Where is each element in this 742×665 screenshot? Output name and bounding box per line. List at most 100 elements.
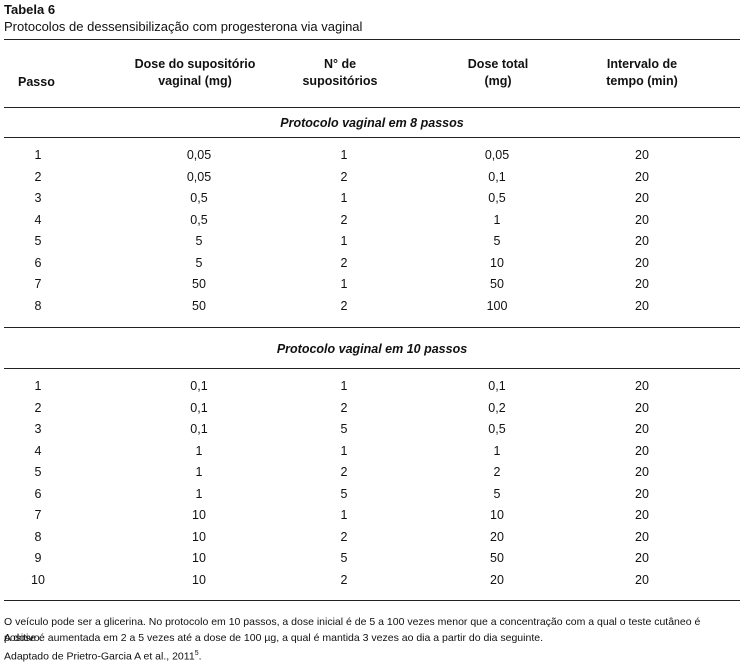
cell-time-interval: 20 bbox=[635, 486, 649, 501]
table-row: 9 10 5 50 20 bbox=[4, 551, 740, 571]
cell-passo: 8 bbox=[34, 529, 42, 544]
table-row: 7 10 1 10 20 bbox=[4, 508, 740, 528]
header-num-suppositories: N° de supositórios bbox=[302, 57, 378, 88]
cell-time-interval: 20 bbox=[635, 298, 649, 313]
cell-total-dose: 1 bbox=[493, 212, 501, 227]
table-row: 6 1 5 5 20 bbox=[4, 487, 740, 507]
cell-num-suppositories: 2 bbox=[340, 529, 348, 544]
cell-total-dose: 100 bbox=[486, 298, 508, 313]
cell-dose-suppository: 10 bbox=[192, 572, 206, 587]
cell-num-suppositories: 2 bbox=[340, 572, 348, 587]
cell-total-dose: 50 bbox=[490, 277, 504, 291]
cell-passo: 2 bbox=[34, 169, 42, 184]
table-row: 1 0,1 1 0,1 20 bbox=[4, 379, 740, 399]
cell-time-interval: 20 bbox=[635, 529, 649, 544]
cell-dose-suppository: 0,05 bbox=[186, 169, 212, 184]
table-title: Tabela 6 bbox=[4, 2, 56, 17]
reference-number: 5 bbox=[194, 650, 199, 657]
cell-time-interval: 20 bbox=[635, 212, 649, 227]
cell-passo: 1 bbox=[34, 148, 42, 162]
cell-time-interval: 20 bbox=[635, 255, 649, 270]
table-row: 6 5 2 10 20 bbox=[4, 256, 740, 276]
cell-num-suppositories: 2 bbox=[340, 400, 348, 415]
section1-rule bbox=[4, 137, 740, 138]
cell-total-dose: 0,2 bbox=[488, 400, 506, 415]
cell-dose-suppository: 0,1 bbox=[190, 400, 208, 415]
bottom-rule bbox=[4, 600, 740, 601]
table-subtitle: Protocolos de dessensibilização com prog… bbox=[4, 19, 363, 34]
cell-dose-suppository: 10 bbox=[192, 508, 206, 522]
cell-passo: 1 bbox=[34, 379, 42, 393]
cell-time-interval: 20 bbox=[635, 234, 649, 248]
cell-passo: 7 bbox=[34, 508, 42, 522]
cell-total-dose: 0,1 bbox=[488, 169, 506, 184]
cell-passo: 10 bbox=[31, 572, 45, 587]
cell-num-suppositories: 5 bbox=[340, 422, 348, 436]
cell-total-dose: 10 bbox=[490, 508, 504, 522]
table-row: 5 1 2 2 20 bbox=[4, 465, 740, 485]
cell-passo: 6 bbox=[34, 486, 42, 501]
section1-end-rule bbox=[4, 327, 740, 328]
cell-time-interval: 20 bbox=[635, 465, 649, 479]
cell-num-suppositories: 2 bbox=[340, 255, 348, 270]
table-row: 10 10 2 20 20 bbox=[4, 573, 740, 593]
cell-num-suppositories: 1 bbox=[340, 234, 348, 248]
cell-dose-suppository: 1 bbox=[195, 443, 203, 458]
cell-time-interval: 20 bbox=[635, 148, 649, 162]
cell-passo: 3 bbox=[34, 422, 42, 436]
cell-num-suppositories: 1 bbox=[340, 379, 348, 393]
cell-passo: 3 bbox=[34, 191, 42, 205]
cell-total-dose: 20 bbox=[490, 572, 504, 587]
cell-total-dose: 1 bbox=[493, 443, 501, 458]
cell-dose-suppository: 0,1 bbox=[190, 422, 208, 436]
cell-time-interval: 20 bbox=[635, 400, 649, 415]
cell-passo: 6 bbox=[34, 255, 42, 270]
footnote-line-1: O veículo pode ser a glicerina. No proto… bbox=[4, 616, 701, 644]
cell-dose-suppository: 5 bbox=[195, 255, 203, 270]
header-passo: Passo bbox=[18, 75, 55, 89]
cell-total-dose: 2 bbox=[493, 465, 501, 479]
cell-dose-suppository: 0,1 bbox=[190, 379, 208, 393]
cell-time-interval: 20 bbox=[635, 508, 649, 522]
cell-dose-suppository: 50 bbox=[192, 277, 206, 291]
table-row: 3 0,5 1 0,5 20 bbox=[4, 191, 740, 211]
cell-total-dose: 0,1 bbox=[488, 379, 506, 393]
cell-passo: 7 bbox=[34, 277, 42, 291]
cell-passo: 5 bbox=[34, 465, 42, 479]
cell-num-suppositories: 2 bbox=[340, 169, 348, 184]
cell-num-suppositories: 1 bbox=[340, 148, 348, 162]
cell-dose-suppository: 5 bbox=[195, 234, 203, 248]
cell-total-dose: 5 bbox=[493, 234, 501, 248]
cell-total-dose: 50 bbox=[490, 551, 504, 565]
cell-num-suppositories: 1 bbox=[340, 277, 348, 291]
cell-total-dose: 5 bbox=[493, 486, 501, 501]
cell-num-suppositories: 2 bbox=[340, 298, 348, 313]
table-row: 8 50 2 100 20 bbox=[4, 299, 740, 319]
cell-dose-suppository: 1 bbox=[195, 486, 203, 501]
table-row: 4 1 1 1 20 bbox=[4, 444, 740, 464]
cell-num-suppositories: 1 bbox=[340, 191, 348, 205]
cell-time-interval: 20 bbox=[635, 169, 649, 184]
section2-rule bbox=[4, 368, 740, 369]
table-row: 3 0,1 5 0,5 20 bbox=[4, 422, 740, 442]
table-row: 1 0,05 1 0,05 20 bbox=[4, 148, 740, 168]
cell-total-dose: 20 bbox=[490, 529, 504, 544]
cell-passo: 5 bbox=[34, 234, 42, 248]
cell-num-suppositories: 1 bbox=[340, 443, 348, 458]
cell-time-interval: 20 bbox=[635, 551, 649, 565]
cell-dose-suppository: 10 bbox=[192, 529, 206, 544]
header-rule bbox=[4, 107, 740, 108]
cell-dose-suppository: 0,5 bbox=[190, 212, 208, 227]
table-row: 4 0,5 2 1 20 bbox=[4, 213, 740, 233]
cell-num-suppositories: 1 bbox=[340, 508, 348, 522]
cell-passo: 8 bbox=[34, 298, 42, 313]
header-total-dose: Dose total (mg) bbox=[467, 57, 529, 88]
cell-total-dose: 10 bbox=[490, 255, 504, 270]
table-row: 8 10 2 20 20 bbox=[4, 530, 740, 550]
cell-passo: 4 bbox=[34, 443, 42, 458]
table-row: 2 0,05 2 0,1 20 bbox=[4, 170, 740, 190]
cell-dose-suppository: 10 bbox=[192, 551, 206, 565]
cell-dose-suppository: 0,05 bbox=[186, 148, 212, 162]
cell-dose-suppository: 50 bbox=[192, 298, 206, 313]
cell-passo: 4 bbox=[34, 212, 42, 227]
